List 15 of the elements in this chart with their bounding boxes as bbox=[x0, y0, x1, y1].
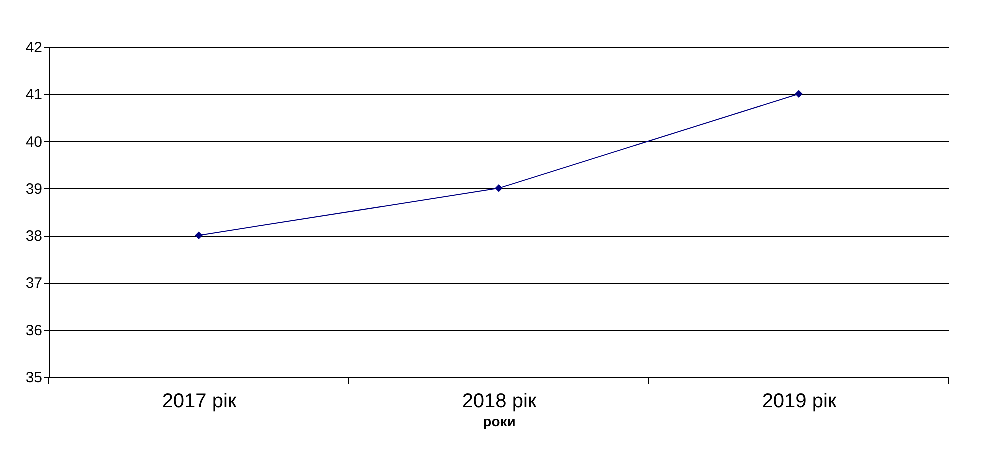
x-tick-label: 2017 рік bbox=[162, 390, 237, 412]
y-tick-label: 42 bbox=[26, 40, 42, 56]
y-tick-label: 38 bbox=[26, 228, 42, 246]
y-tick-label: 37 bbox=[26, 275, 42, 292]
x-tick-label: 2018 рік bbox=[462, 390, 537, 412]
point bbox=[495, 184, 503, 192]
point bbox=[195, 232, 203, 240]
y-tick-label: 35 bbox=[26, 370, 42, 386]
y-tick-label: 40 bbox=[26, 134, 42, 151]
y-tick-label: 41 bbox=[26, 86, 42, 104]
y-tick-label: 36 bbox=[26, 322, 42, 340]
point bbox=[795, 90, 803, 98]
y-tick-label: 39 bbox=[26, 180, 42, 198]
x-axis-title: роки bbox=[483, 414, 516, 430]
x-tick-label: 2019 рік bbox=[762, 390, 837, 412]
